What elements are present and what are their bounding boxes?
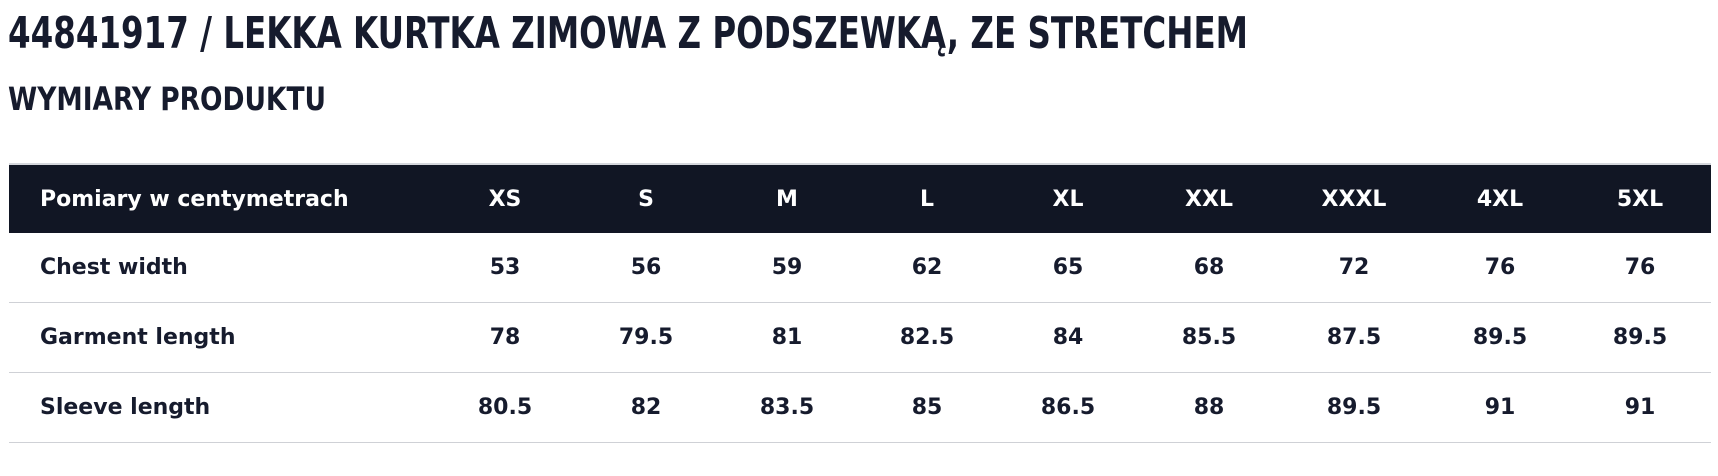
header-value: 4XL — [1476, 186, 1524, 212]
table-row: Sleeve length 80.5 82 83.5 85 86.5 88 89.5 91 91 — [9, 373, 1711, 443]
header-value: 5XL — [1616, 186, 1664, 212]
header-value: S — [638, 186, 654, 212]
header-value: M — [776, 186, 798, 212]
cell-value: 68 — [1193, 255, 1225, 280]
cell-value: 84 — [1052, 325, 1084, 350]
cell-value: 81 — [771, 325, 803, 350]
header-value: L — [919, 186, 935, 212]
header-value: XXXL — [1321, 186, 1387, 212]
cell-value: 82 — [630, 395, 662, 420]
cell-value: 56 — [630, 255, 662, 280]
cell-value: 76 — [1484, 255, 1516, 280]
cell-value: 80.5 — [477, 395, 533, 420]
cell-value: 85 — [911, 395, 943, 420]
cell-value: 78 — [489, 325, 521, 350]
cell-value: 62 — [911, 255, 943, 280]
cell-label: Garment length — [40, 325, 236, 350]
table-row: Garment length 78 79.5 81 82.5 84 85.5 87.5 89.5… — [9, 303, 1711, 373]
cell-value: 59 — [771, 255, 803, 280]
cell-value: 86.5 — [1040, 395, 1096, 420]
cell-value: 65 — [1052, 255, 1084, 280]
cell-value: 82.5 — [899, 325, 955, 350]
cell-label: Sleeve length — [40, 395, 211, 420]
cell-label: Chest width — [40, 255, 188, 280]
cell-value: 76 — [1624, 255, 1656, 280]
titles: 44841917 / LEKKA KURTKA ZIMOWA Z PODSZEW… — [8, 8, 1248, 118]
section-title: WYMIARY PRODUKTU — [8, 80, 326, 118]
cell-value: 91 — [1624, 395, 1656, 420]
header-row: Pomiary w centymetrach XS S M L XL XXL XXXL 4XL 5… — [9, 163, 1711, 233]
cell-value: 83.5 — [759, 395, 815, 420]
cell-value: 72 — [1338, 255, 1370, 280]
cell-value: 89.5 — [1612, 325, 1668, 350]
cell-value: 91 — [1484, 395, 1516, 420]
header-label: Pomiary w centymetrach — [40, 186, 349, 212]
cell-value: 87.5 — [1326, 325, 1382, 350]
cell-value: 89.5 — [1472, 325, 1528, 350]
product-title: 44841917 / LEKKA KURTKA ZIMOWA Z PODSZEW… — [8, 8, 1248, 59]
header-value: XS — [488, 186, 522, 212]
cell-value: 53 — [489, 255, 521, 280]
cell-value: 89.5 — [1326, 395, 1382, 420]
cell-value: 88 — [1193, 395, 1225, 420]
cell-value: 85.5 — [1181, 325, 1237, 350]
header-value: XL — [1052, 186, 1084, 212]
table-row: Chest width 53 56 59 62 65 68 72 76 76 — [9, 233, 1711, 303]
header-value: XXL — [1185, 186, 1233, 212]
cell-value: 79.5 — [618, 325, 674, 350]
